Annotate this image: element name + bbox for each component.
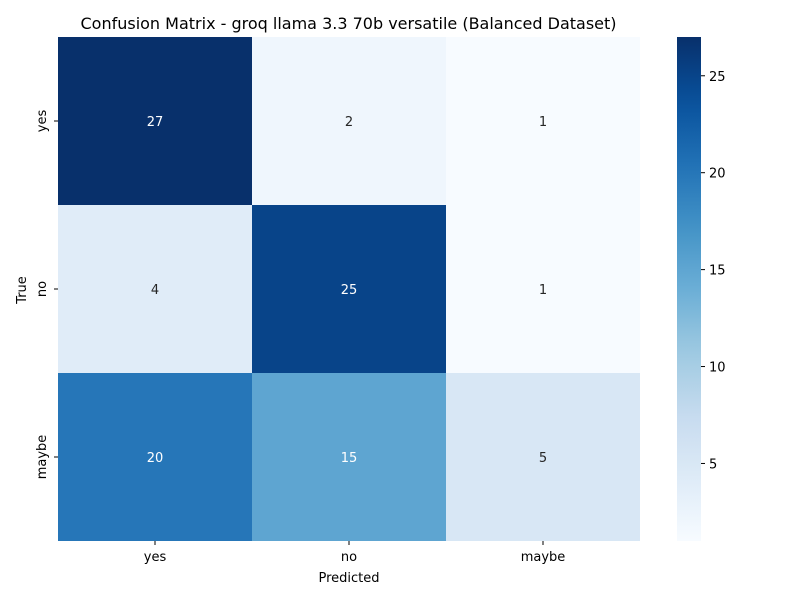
colorbar-tick-label: 25 xyxy=(709,70,726,85)
y-tick-label: yes xyxy=(35,110,50,133)
heatmap-cell xyxy=(58,37,252,205)
cell-value-label: 2 xyxy=(345,115,353,130)
cell-value-label: 1 xyxy=(539,115,547,130)
y-tick-label: no xyxy=(35,281,50,297)
cell-value-label: 25 xyxy=(341,283,358,298)
x-tick-label: no xyxy=(341,550,357,565)
y-axis: yes no maybe xyxy=(35,110,58,480)
heatmap-cell xyxy=(58,205,252,373)
colorbar-tick-label: 10 xyxy=(709,361,726,376)
colorbar-ticks: 5 10 15 20 25 xyxy=(701,70,726,472)
heatmap-cells: 27 2 1 4 25 1 20 15 5 xyxy=(58,37,640,541)
cell-value-label: 15 xyxy=(341,451,358,466)
chart-title: Confusion Matrix - groq llama 3.3 70b ve… xyxy=(80,14,616,33)
cell-value-label: 27 xyxy=(147,115,164,130)
y-tick-label: maybe xyxy=(35,435,50,480)
heatmap-cell xyxy=(252,205,446,373)
heatmap-cell xyxy=(58,373,252,541)
x-tick-label: maybe xyxy=(521,550,566,565)
cell-value-label: 1 xyxy=(539,283,547,298)
colorbar-tick-label: 20 xyxy=(709,167,726,182)
heatmap-cell xyxy=(446,205,640,373)
heatmap-cell xyxy=(446,373,640,541)
x-axis: yes no maybe xyxy=(144,541,566,565)
heatmap-cell xyxy=(252,373,446,541)
cell-value-label: 4 xyxy=(151,283,159,298)
heatmap-cell xyxy=(252,37,446,205)
cell-value-label: 5 xyxy=(539,451,547,466)
colorbar-tick-label: 15 xyxy=(709,264,726,279)
x-axis-label: Predicted xyxy=(318,571,379,586)
heatmap-cell xyxy=(446,37,640,205)
x-tick-label: yes xyxy=(144,550,167,565)
y-axis-label: True xyxy=(15,276,30,305)
colorbar xyxy=(677,37,701,541)
cell-value-label: 20 xyxy=(147,451,164,466)
colorbar-tick-label: 5 xyxy=(709,457,717,472)
